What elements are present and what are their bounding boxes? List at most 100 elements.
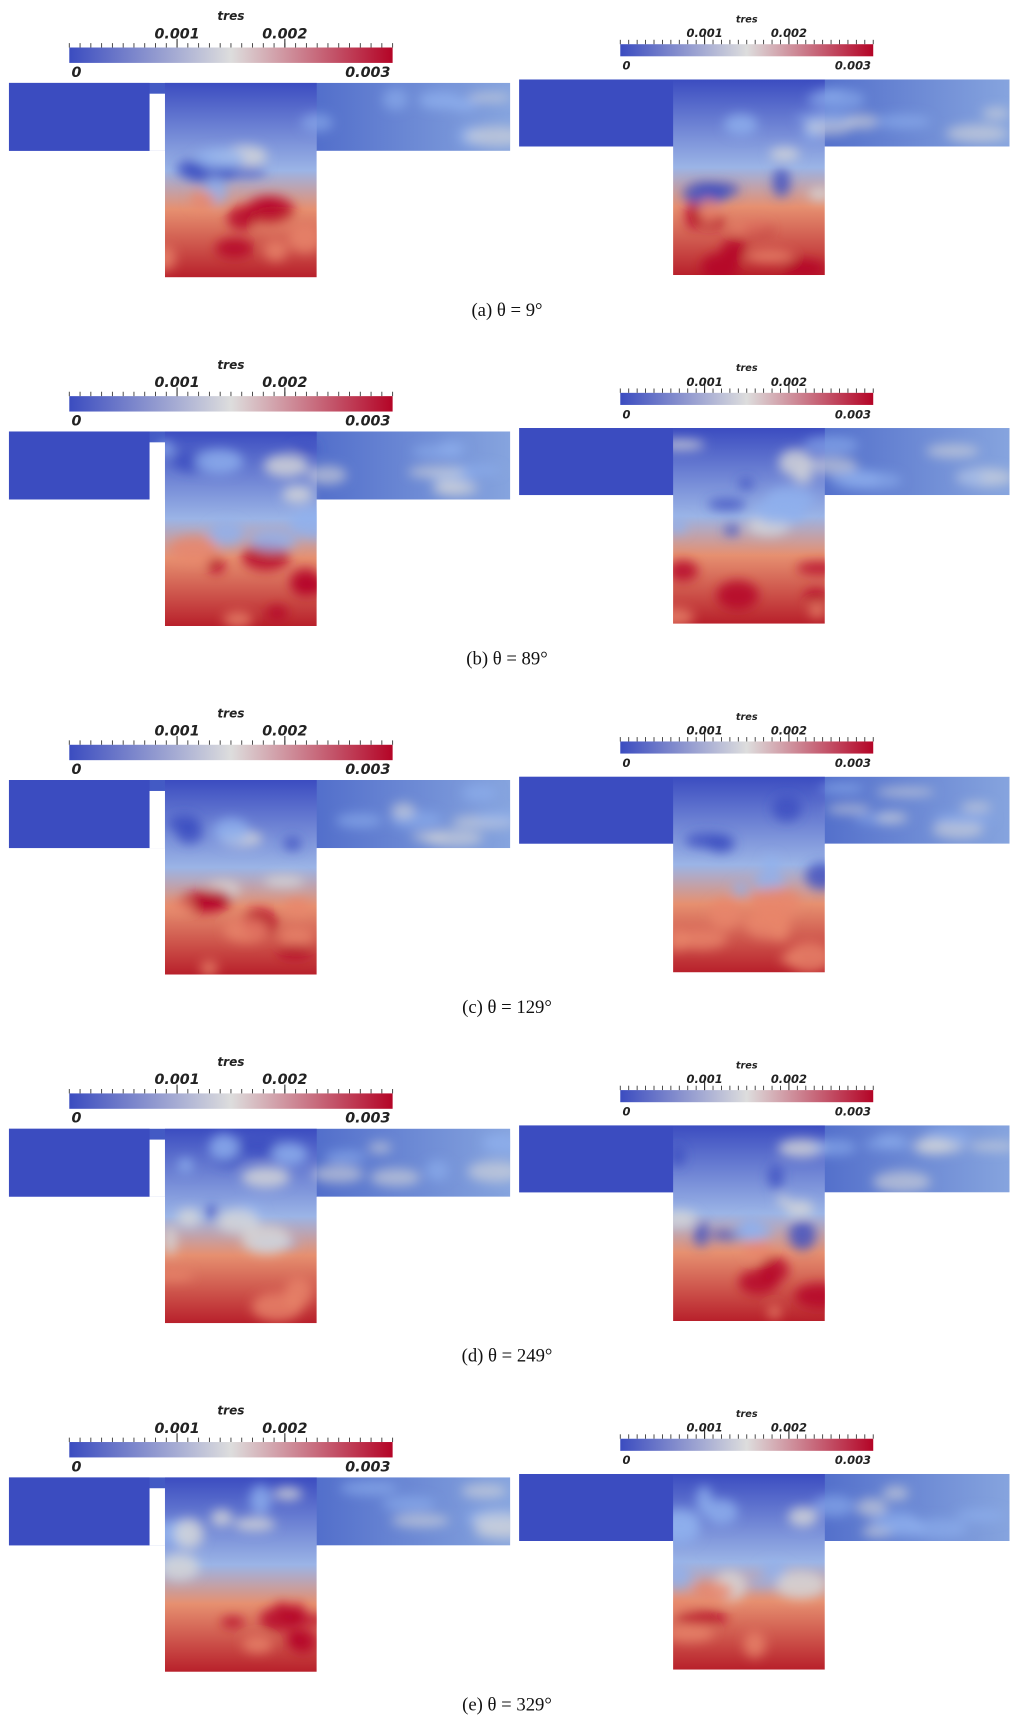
eddy [473, 811, 511, 824]
eddy [324, 1150, 367, 1164]
colorbar [620, 1438, 874, 1451]
eddy [763, 855, 780, 872]
eddy [249, 529, 297, 551]
colorbar-max-label: 0.003 [345, 413, 390, 429]
colorbar-min-label: 0 [71, 1459, 81, 1475]
colorbar [620, 392, 874, 405]
colorbar-max-label: 0.003 [835, 756, 871, 770]
eddy [307, 465, 347, 485]
eddy [176, 1208, 202, 1227]
eddy [872, 1171, 931, 1193]
colorbar-tick-label: 0.002 [262, 26, 307, 42]
eddy [709, 899, 742, 930]
eddies [163, 784, 511, 975]
flow-field [8, 1128, 511, 1324]
eddies [154, 88, 511, 271]
eddy [282, 485, 313, 504]
step [149, 1488, 165, 1557]
colorbar-title: tres [217, 358, 244, 372]
eddy [195, 148, 246, 169]
eddy [745, 1579, 782, 1588]
colorbar-tick-label: 0.002 [262, 1072, 307, 1088]
eddy [193, 889, 233, 911]
colorbar-min-label: 0 [622, 407, 630, 421]
colorbar [69, 1093, 393, 1109]
eddy [152, 1269, 194, 1281]
colorbar-title: tres [736, 1060, 758, 1071]
eddy [208, 521, 245, 546]
eddy [778, 1138, 826, 1158]
eddy [290, 1629, 317, 1654]
eddy [244, 195, 295, 225]
eddy [205, 1205, 219, 1220]
eddy [771, 919, 790, 942]
colorbar-min-label: 0 [71, 1111, 81, 1127]
colorbar-tick-label: 0.002 [771, 26, 807, 40]
eddy [959, 471, 984, 484]
eddy [674, 928, 728, 950]
colorbar-tick-label: 0.002 [262, 375, 307, 391]
eddy [808, 187, 832, 201]
colorbar-min-label: 0 [71, 413, 81, 429]
colorbar-tick-label: 0.001 [154, 375, 199, 391]
eddy [411, 445, 460, 458]
eddy [812, 1494, 855, 1517]
colorbar-title: tres [217, 1404, 244, 1418]
eddy [788, 1507, 818, 1527]
colorbar-max-label: 0.003 [835, 407, 871, 421]
inlet [8, 431, 150, 500]
eddy [271, 1142, 308, 1166]
flow-field [519, 428, 1010, 624]
colorbar-tick-label: 0.002 [771, 375, 807, 389]
eddy [697, 182, 740, 198]
eddy [263, 240, 288, 262]
eddy [796, 561, 842, 575]
colorbar-max-label: 0.003 [345, 762, 390, 778]
eddy [288, 224, 322, 254]
colorbar-min-label: 0 [622, 59, 630, 73]
colorbar [69, 396, 393, 412]
eddy [461, 784, 498, 802]
colorbar-title: tres [736, 15, 758, 26]
inlet [519, 1125, 674, 1193]
eddy [665, 1624, 715, 1642]
eddy [768, 1164, 784, 1189]
eddy [249, 1484, 272, 1515]
eddy [982, 107, 1010, 120]
eddy [716, 580, 759, 610]
eddy [668, 518, 687, 535]
eddy [461, 1483, 507, 1499]
panel: tres 0.001 0.002 0 0.003 tres 0.001 0.002 0 0.003… [8, 1055, 1010, 1367]
eddy [700, 197, 717, 224]
eddy [263, 875, 305, 888]
flow-field [519, 776, 1010, 973]
eddy [242, 1636, 274, 1654]
eddy [772, 167, 791, 197]
eddy [933, 813, 994, 825]
caption: (a) θ = 9° [471, 300, 542, 321]
eddy [189, 191, 217, 210]
colorbar-tick-label: 0.002 [771, 1421, 807, 1435]
colorbar-tick-label: 0.002 [771, 723, 807, 737]
colorbar-min-label: 0 [622, 756, 630, 770]
eddy [168, 814, 201, 832]
eddy [805, 862, 840, 890]
eddy [163, 1225, 177, 1256]
colorbar [69, 744, 393, 761]
eddy [754, 869, 785, 893]
eddy [829, 468, 881, 489]
eddy [793, 471, 813, 484]
eddy [176, 160, 204, 179]
eddy [769, 147, 800, 161]
eddy [874, 114, 931, 129]
colorbar-max-label: 0.003 [345, 1459, 390, 1475]
colorbar-min-label: 0 [622, 1453, 630, 1467]
eddy [472, 1511, 511, 1532]
eddy [662, 1600, 694, 1612]
eddy [909, 1518, 968, 1540]
eddy [765, 486, 815, 513]
eddies [655, 436, 1010, 624]
panel: tres 0.001 0.002 0 0.003 tres 0.001 0.002 0 0.003… [8, 358, 1010, 669]
eddy [423, 829, 484, 848]
